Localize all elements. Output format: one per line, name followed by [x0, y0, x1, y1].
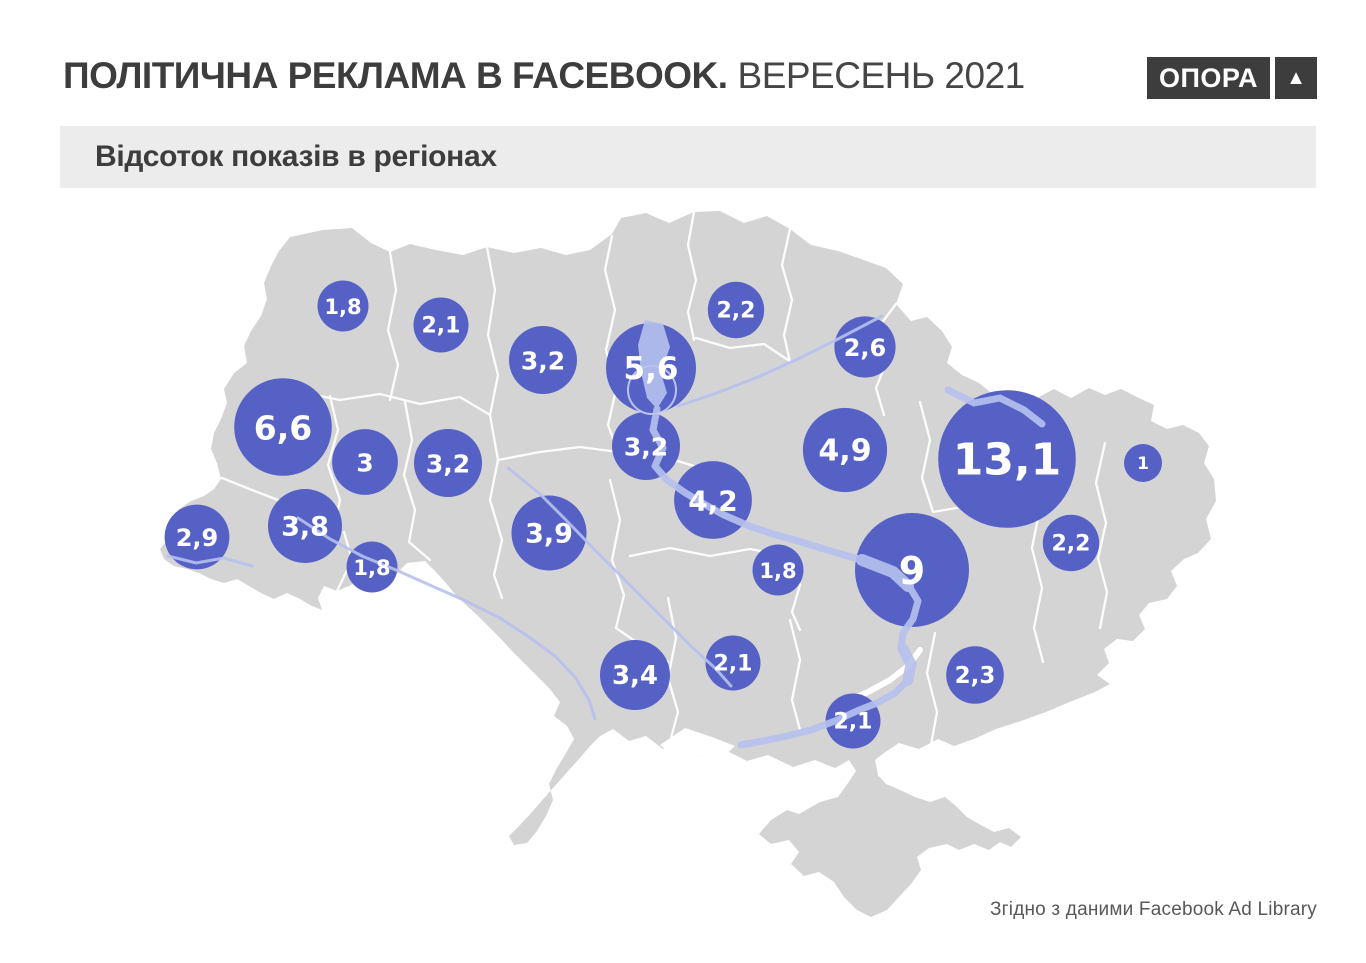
region-bubble — [317, 280, 369, 332]
region-bubble-value: 2,1 — [834, 710, 873, 735]
region-bubble — [802, 407, 888, 493]
rivers — [166, 314, 1046, 749]
bubble-labels-layer: 1,8 2,1 3,2 5,6 2,2 2,6 6,6 3 3,2 3,2 4,9 13,1 1 2,9 3… — [176, 295, 1149, 735]
region-bubble-value: 3,9 — [525, 519, 573, 550]
region-bubble — [413, 297, 469, 353]
region-bubble — [855, 513, 969, 627]
ukraine-outline — [160, 211, 1216, 917]
region-bubble-value: 13,1 — [953, 435, 1062, 486]
region-bubble — [1124, 444, 1162, 482]
region-bubble-value: 1,8 — [759, 559, 796, 583]
siverskyi-donets-river — [944, 386, 1046, 428]
region-bubble — [707, 281, 765, 339]
region-bubble-value: 2,2 — [1052, 532, 1091, 557]
page-title-main: ПОЛІТИЧНА РЕКЛАМА В FACEBOOK. — [63, 55, 728, 96]
opora-logo-text: ОПОРА — [1146, 57, 1270, 99]
region-bubble-value: 3,2 — [521, 347, 565, 376]
region-bubble — [414, 429, 482, 497]
region-bubble-value: 1,8 — [353, 556, 390, 580]
region-bubble-value: 6,6 — [254, 409, 312, 448]
region-bubble-value: 4,2 — [688, 485, 738, 518]
opora-logo: ОПОРА ▲ — [1146, 57, 1317, 99]
region-bubble-value: 3 — [356, 449, 373, 478]
dnipro-reservoir-wide — [856, 554, 914, 592]
region-bubble-value: 2,1 — [422, 314, 461, 339]
region-bubble-value: 9 — [899, 549, 925, 593]
kyiv-city-boundary — [627, 365, 677, 415]
region-bubble-value: 5,6 — [624, 351, 679, 387]
region-bubble-value: 2,2 — [717, 299, 756, 324]
region-bubble-value: 4,9 — [818, 434, 871, 469]
subtitle-band: Відсоток показів в регіонах — [60, 126, 1316, 188]
region-bubble-value: 3,4 — [612, 661, 658, 691]
region-bubble-value: 2,9 — [176, 524, 219, 552]
region-bubble — [946, 646, 1004, 704]
region-bubble-value: 1 — [1137, 454, 1149, 474]
desna-river — [676, 314, 884, 408]
region-bubble-value: 3,8 — [281, 512, 329, 543]
region-bubble — [164, 504, 230, 570]
opora-triangle-icon: ▲ — [1275, 57, 1317, 99]
region-bubble — [1042, 514, 1100, 572]
region-bubble — [234, 378, 332, 476]
kyiv-reservoir — [638, 320, 670, 409]
region-bubble — [752, 544, 804, 596]
region-bubble-value: 3,2 — [426, 450, 470, 479]
data-source-note: Згідно з даними Facebook Ad Library — [989, 899, 1317, 920]
region-bubble — [511, 495, 587, 571]
region-bubble-value: 2,3 — [955, 663, 996, 689]
region-bubble — [600, 640, 670, 710]
kakhovka-reservoir-wide — [897, 643, 917, 686]
region-bubble — [612, 412, 680, 480]
region-bubble-value: 3,2 — [624, 433, 668, 462]
southern-buh-river — [506, 466, 733, 688]
chart-subtitle: Відсоток показів в регіонах — [95, 140, 497, 173]
region-bubble — [705, 635, 761, 691]
dniester-river — [296, 516, 597, 721]
page-title: ПОЛІТИЧНА РЕКЛАМА В FACEBOOK. ВЕРЕСЕНЬ 20… — [63, 55, 1026, 97]
region-bubble-value: 2,1 — [714, 652, 753, 677]
region-bubble — [268, 489, 342, 563]
region-bubble-value: 1,8 — [324, 295, 361, 319]
page-title-period: ВЕРЕСЕНЬ 2021 — [737, 55, 1026, 96]
region-bubble — [332, 429, 398, 495]
region-bubble-value: 2,6 — [844, 334, 887, 362]
tysa-river — [166, 554, 254, 568]
region-bubble — [509, 326, 577, 394]
